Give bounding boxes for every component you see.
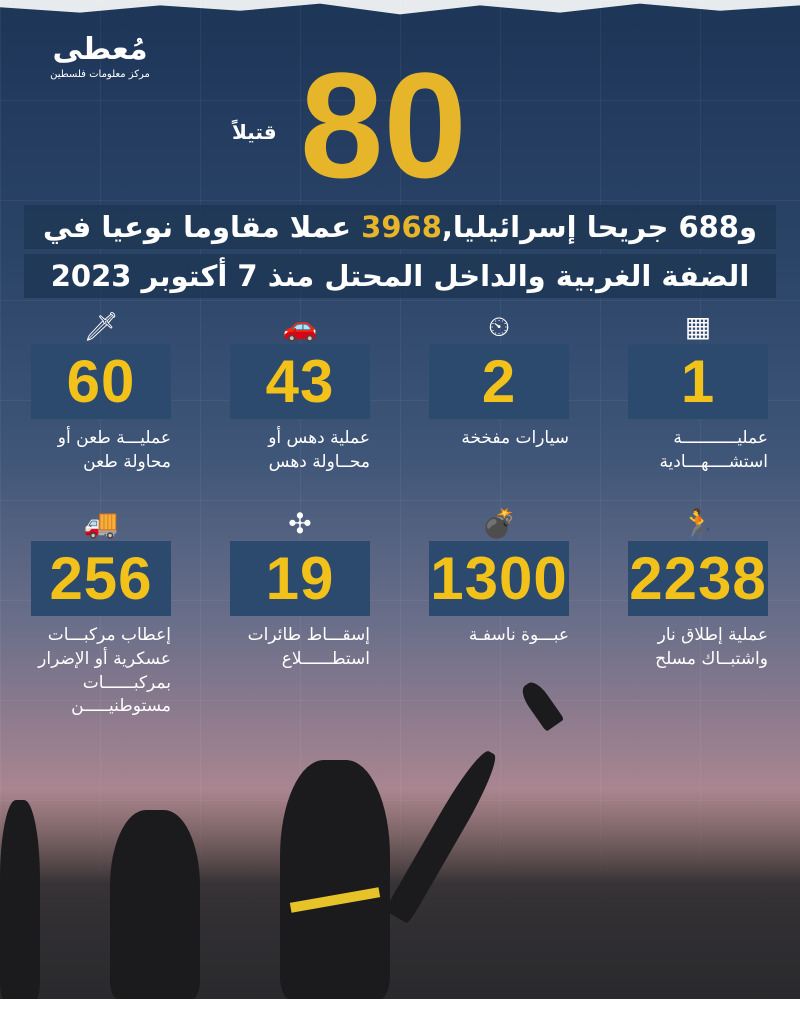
- stat-card: 🗡 60 عمليـــة طعن أو محاولة طعن: [31, 310, 171, 475]
- stat-value: 60: [31, 344, 171, 419]
- stat-card: 🚗 43 عملية دهس أو محــاولة دهس: [230, 310, 370, 475]
- drone-icon: ✣: [288, 507, 312, 540]
- photo-figure: [0, 800, 40, 1000]
- knife-icon: 🗡: [83, 310, 119, 343]
- stat-value: 2: [429, 344, 569, 419]
- stat-label: سيارات مفخخة: [461, 428, 569, 448]
- stat-label: إعطاب مركبـــات عسكرية أو الإضرار بمركبـ…: [38, 625, 171, 717]
- photo-figure: [110, 810, 200, 1000]
- stats-row-1: ▦ 1 عمليـــــــــــة استشــــهـــادية ⏲ 2…: [31, 310, 768, 475]
- stat-card: ⏲ 2 سيارات مفخخة: [429, 310, 569, 475]
- stat-value: 43: [230, 344, 370, 419]
- stat-value: 2238: [628, 541, 768, 616]
- headline-highlight: 3968: [361, 210, 442, 244]
- logo: مُعطى مركز معلومات فلسطين: [40, 32, 160, 80]
- headline-suffix: عملا مقاوما نوعيا في: [42, 210, 362, 244]
- stats-row-2: 🏃 2238 عملية إطلاق نار واشتبــاك مسلح 💣 1…: [31, 507, 768, 719]
- headline-line1: و688 جريحا إسرائيليا,3968 عملا مقاوما نو…: [24, 205, 776, 249]
- stat-card: ✣ 19 إسقـــاط طائرات استطــــــلاع: [230, 507, 370, 719]
- stat-label: عمليـــة طعن أو محاولة طعن: [57, 428, 171, 472]
- killed-number: 80: [300, 41, 467, 209]
- headline-line2: الضفة الغربية والداخل المحتل منذ 7 أكتوب…: [24, 254, 776, 298]
- stat-label: عمليـــــــــــة استشــــهـــادية: [659, 428, 768, 472]
- logo-subtitle: مركز معلومات فلسطين: [50, 69, 150, 80]
- stat-value: 1: [628, 344, 768, 419]
- stat-card: 🚚 256 إعطاب مركبـــات عسكرية أو الإضرار …: [31, 507, 171, 719]
- killed-label: قتيلاً: [232, 120, 277, 144]
- stat-label: إسقـــاط طائرات استطــــــلاع: [247, 625, 370, 669]
- bomb-icon: 💣: [481, 507, 517, 540]
- gunman-icon: 🏃: [680, 507, 716, 540]
- logo-name: مُعطى: [52, 32, 148, 67]
- photo-figure: [280, 760, 390, 1000]
- ramming-car-icon: 🚗: [282, 310, 318, 343]
- stat-label: عملية دهس أو محــاولة دهس: [268, 428, 370, 472]
- stat-value: 256: [31, 541, 171, 616]
- stat-value: 1300: [429, 541, 569, 616]
- stat-label: عبـــوة ناسفـة: [468, 625, 569, 645]
- stat-card: 💣 1300 عبـــوة ناسفـة: [429, 507, 569, 719]
- stat-card: 🏃 2238 عملية إطلاق نار واشتبــاك مسلح: [628, 507, 768, 719]
- suicide-vest-icon: ▦: [684, 310, 712, 343]
- stat-card: ▦ 1 عمليـــــــــــة استشــــهـــادية: [628, 310, 768, 475]
- stat-value: 19: [230, 541, 370, 616]
- headline-prefix: و688 جريحا إسرائيليا,: [441, 210, 758, 244]
- footer-edge: [0, 999, 800, 1011]
- stat-label: عملية إطلاق نار واشتبــاك مسلح: [655, 625, 768, 669]
- burning-truck-icon: 🚚: [83, 507, 119, 540]
- car-bomb-icon: ⏲: [488, 310, 510, 343]
